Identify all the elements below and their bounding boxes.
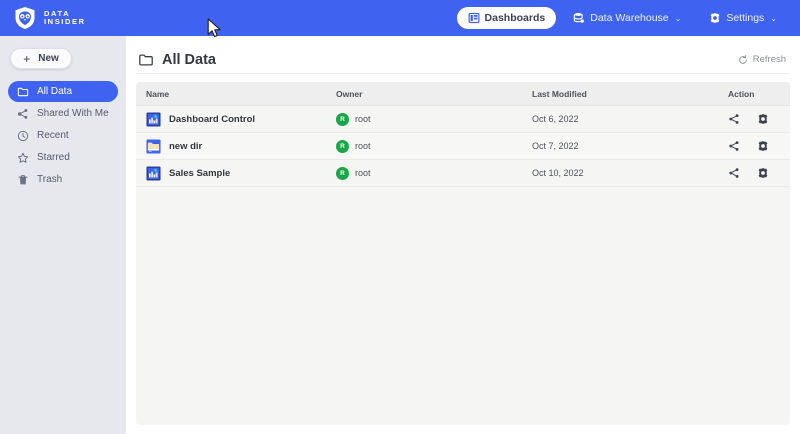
owner-name: root (355, 114, 371, 124)
table-row[interactable]: Sales Sample R root Oct 10, 2022 (136, 160, 790, 187)
brand-line-2: INSIDER (44, 17, 86, 26)
brand-line-1: DATA (44, 8, 71, 18)
gear-icon (710, 12, 720, 24)
sidebar-label-recent: Recent (37, 130, 69, 141)
sidebar-item-starred[interactable]: Starred (8, 147, 118, 168)
sidebar-label-all-data: All Data (37, 86, 73, 97)
share-nodes-icon (17, 108, 28, 119)
cell-action (726, 140, 790, 152)
cell-last-modified: Oct 7, 2022 (532, 141, 579, 151)
avatar: R (336, 166, 349, 180)
cell-name: new dir (136, 138, 336, 154)
owl-shield-logo-icon (15, 7, 35, 29)
main-content-panel: All Data Refresh Name Owner Last Modifie… (126, 36, 800, 434)
file-name: Dashboard Control (169, 113, 256, 125)
gear-icon[interactable] (757, 140, 769, 152)
dashboard-grid-icon (468, 12, 480, 24)
file-name: Sales Sample (169, 167, 231, 179)
top-navigation-bar: DATA INSIDER Dashboards Data Warehouse ⌄ (0, 0, 800, 36)
nav-item-dashboards[interactable]: Dashboards (456, 7, 557, 29)
sidebar-label-starred: Starred (37, 152, 70, 163)
table-header-row: Name Owner Last Modified Action (136, 82, 790, 106)
nav-item-settings[interactable]: Settings ⌄ (698, 7, 788, 29)
owner-name: root (355, 141, 371, 151)
gear-icon[interactable] (757, 113, 769, 125)
share-icon[interactable] (728, 167, 740, 179)
sidebar-item-all-data[interactable]: All Data (8, 81, 118, 102)
refresh-label: Refresh (752, 54, 786, 65)
star-icon (17, 152, 29, 163)
folder-file-icon (146, 138, 161, 154)
cell-action (726, 113, 790, 125)
table-row[interactable]: new dir R root Oct 7, 2022 (136, 133, 790, 160)
new-button[interactable]: + New (10, 48, 72, 69)
sidebar-item-recent[interactable]: Recent (8, 125, 118, 146)
chart-file-icon (146, 111, 161, 127)
sidebar-label-trash: Trash (37, 174, 63, 185)
nav-label-settings: Settings (726, 12, 765, 24)
column-header-action: Action (728, 88, 755, 99)
cell-last-modified: Oct 6, 2022 (532, 114, 579, 124)
page-header: All Data Refresh (136, 46, 790, 74)
column-header-owner: Owner (336, 88, 363, 99)
plus-icon: + (23, 51, 31, 66)
sidebar-item-shared-with-me[interactable]: Shared With Me (8, 103, 118, 124)
chevron-down-icon: ⌄ (674, 13, 682, 23)
cell-name: Sales Sample (136, 165, 336, 181)
cell-owner: R root (336, 139, 532, 153)
cell-owner: R root (336, 112, 532, 126)
page-title-text: All Data (162, 51, 216, 68)
clock-icon (17, 130, 29, 141)
folder-icon (17, 87, 29, 96)
avatar: R (336, 139, 349, 153)
share-icon[interactable] (728, 113, 740, 125)
share-icon[interactable] (728, 140, 740, 152)
cell-name: Dashboard Control (136, 111, 336, 127)
sidebar: + New All Data Shared With Me Recent Sta… (0, 36, 126, 434)
sidebar-label-shared-with-me: Shared With Me (37, 108, 109, 119)
data-table: Name Owner Last Modified Action Dashboar… (136, 82, 790, 425)
cell-action (726, 167, 790, 179)
sidebar-item-trash[interactable]: Trash (8, 169, 118, 190)
nav-item-data-warehouse[interactable]: Data Warehouse ⌄ (562, 7, 692, 29)
cell-last-modified: Oct 10, 2022 (532, 168, 584, 178)
refresh-icon (738, 54, 747, 64)
column-header-name: Name (146, 88, 170, 99)
avatar: R (336, 112, 349, 126)
gear-icon[interactable] (757, 167, 769, 179)
cell-owner: R root (336, 166, 532, 180)
database-stack-icon (574, 13, 585, 23)
table-row[interactable]: Dashboard Control R root Oct 6, 2022 (136, 106, 790, 133)
new-button-label: New (38, 53, 59, 64)
brand-logo[interactable]: DATA INSIDER (14, 6, 86, 30)
column-header-last-modified: Last Modified (532, 88, 587, 99)
refresh-button[interactable]: Refresh (738, 54, 786, 65)
trash-icon (18, 174, 28, 184)
owner-name: root (355, 168, 371, 178)
nav-label-dashboards: Dashboards (484, 12, 546, 24)
chart-file-icon (146, 165, 161, 181)
top-nav-items: Dashboards Data Warehouse ⌄ Settings ⌄ (456, 7, 788, 29)
page-title: All Data (138, 52, 216, 68)
nav-label-data-warehouse: Data Warehouse (590, 12, 669, 24)
folder-icon (139, 53, 153, 66)
file-name: new dir (169, 140, 203, 152)
chevron-down-icon: ⌄ (770, 13, 777, 23)
